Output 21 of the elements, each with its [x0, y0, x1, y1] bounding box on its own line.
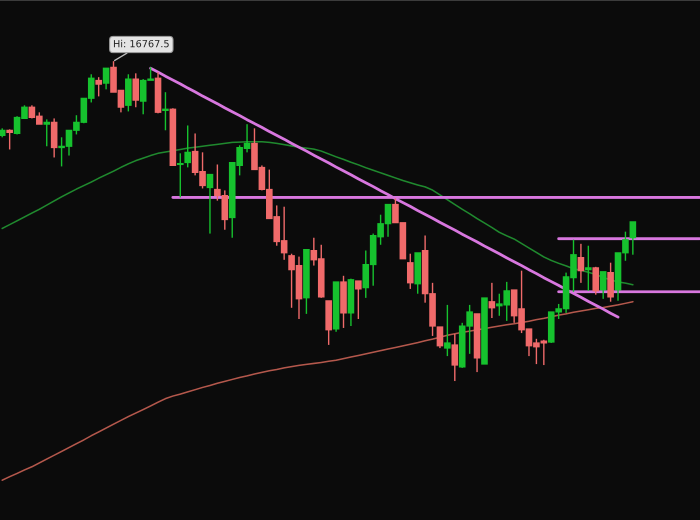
candlestick [102, 68, 110, 90]
candlestick [600, 270, 606, 300]
candlestick [176, 152, 184, 198]
candlestick [488, 282, 496, 319]
candlestick [406, 253, 414, 290]
candlestick [43, 118, 50, 147]
candlestick [585, 245, 592, 292]
candlestick [355, 280, 362, 320]
candlestick [162, 92, 169, 131]
candlestick [436, 326, 444, 349]
candlestick [184, 124, 192, 168]
candlestick [95, 76, 102, 98]
candlestick [132, 72, 140, 108]
candlestick [592, 266, 600, 296]
candlestick [444, 304, 451, 357]
candlestick [206, 174, 214, 234]
candlestick [6, 128, 13, 150]
candlestick [630, 221, 636, 256]
candlestick [451, 333, 458, 382]
text: Hi: 16767.5 [114, 40, 169, 48]
candlestick [578, 243, 584, 284]
